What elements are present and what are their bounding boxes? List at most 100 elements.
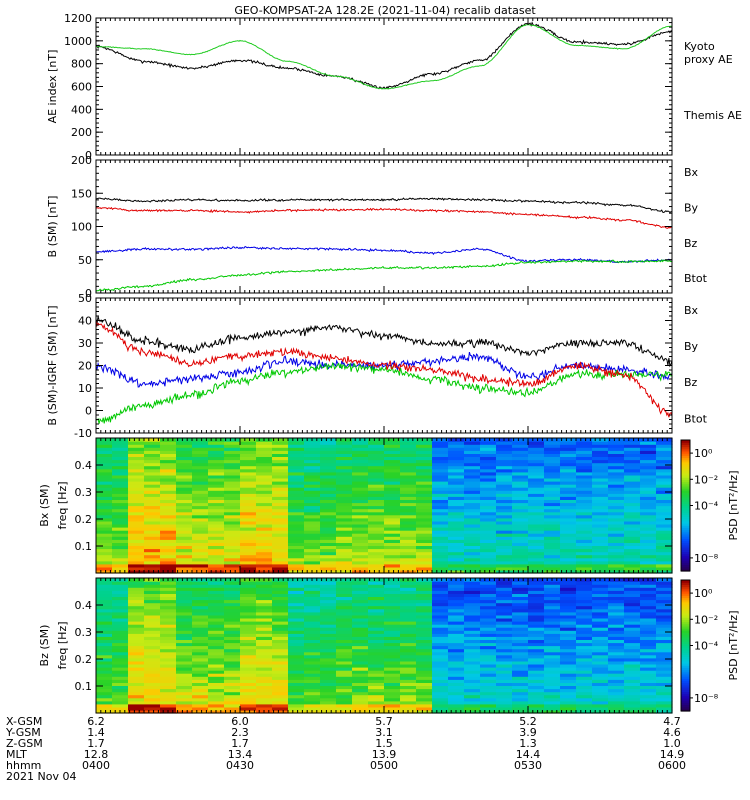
heatmap-cell xyxy=(272,679,289,683)
heatmap-cell xyxy=(544,627,561,631)
heatmap-cell xyxy=(384,533,401,537)
colorbar-segment xyxy=(681,518,690,522)
heatmap-cell xyxy=(416,706,433,711)
heatmap-cell xyxy=(224,459,241,464)
heatmap-cell xyxy=(336,627,353,631)
heatmap-cell xyxy=(432,542,449,546)
heatmap-cell xyxy=(352,697,369,702)
heatmap-cell xyxy=(128,496,145,500)
heatmap-cell xyxy=(256,614,273,619)
heatmap-cell xyxy=(496,477,513,482)
orbit-date: 2021 Nov 04 xyxy=(6,770,76,783)
heatmap-cell xyxy=(416,639,433,644)
heatmap-cell xyxy=(432,709,449,714)
heatmap-cell xyxy=(496,590,513,594)
heatmap-cell xyxy=(528,602,545,607)
heatmap-cell xyxy=(576,505,593,510)
heatmap-cell xyxy=(640,608,657,613)
heatmap-cell xyxy=(592,584,609,588)
heatmap-cell xyxy=(384,694,401,699)
heatmap-cell xyxy=(336,660,353,665)
orbit-value: 0600 xyxy=(658,759,686,772)
heatmap-cell xyxy=(256,563,273,568)
heatmap-cell xyxy=(320,493,337,497)
heatmap-cell xyxy=(160,496,177,500)
heatmap-cell xyxy=(368,621,385,625)
colorbar-tick-label: 10⁻⁸ xyxy=(694,692,719,705)
colorbar-tick-label: 10⁻⁴ xyxy=(694,640,719,653)
heatmap-cell xyxy=(544,548,561,553)
heatmap-cell xyxy=(240,694,257,699)
heatmap-cell xyxy=(608,578,625,582)
heatmap-cell xyxy=(160,499,177,504)
heatmap-cell xyxy=(304,493,321,497)
heatmap-cell xyxy=(640,621,657,625)
heatmap-cell xyxy=(320,548,337,553)
heatmap-cell xyxy=(192,627,209,631)
heatmap-cell xyxy=(144,691,161,696)
heatmap-cell xyxy=(528,627,545,631)
heatmap-cell xyxy=(528,639,545,644)
heatmap-cell xyxy=(528,645,545,650)
heatmap-cell xyxy=(608,502,625,507)
heatmap-cell xyxy=(560,657,577,662)
heatmap-cell xyxy=(160,539,177,543)
heatmap-cell xyxy=(480,468,497,473)
heatmap-cell xyxy=(176,590,193,594)
heatmap-cell xyxy=(448,584,465,588)
heatmap-cell xyxy=(448,636,465,640)
heatmap-cell xyxy=(160,691,177,696)
heatmap-cell xyxy=(240,706,257,711)
heatmap-cell xyxy=(336,456,353,461)
colorbar-segment xyxy=(681,656,690,660)
heatmap-cell xyxy=(656,551,673,556)
heatmap-cell xyxy=(112,700,129,705)
heatmap-cell xyxy=(416,554,433,559)
heatmap-cell xyxy=(256,554,273,559)
heatmap-cell xyxy=(528,663,545,668)
heatmap-cell xyxy=(320,639,337,644)
heatmap-cell xyxy=(576,617,593,622)
heatmap-cell xyxy=(416,548,433,553)
heatmap-cell xyxy=(416,691,433,696)
heatmap-cell xyxy=(624,502,641,507)
heatmap-cell xyxy=(368,587,385,591)
heatmap-cell xyxy=(448,542,465,546)
heatmap-cell xyxy=(656,639,673,644)
heatmap-cell xyxy=(480,593,497,597)
heatmap-cell xyxy=(112,468,129,473)
heatmap-cell xyxy=(528,450,545,454)
heatmap-cell xyxy=(352,453,369,457)
heatmap-cell xyxy=(144,536,161,540)
heatmap-cell xyxy=(160,636,177,640)
colorbar-segment xyxy=(681,477,690,480)
heatmap-cell xyxy=(192,645,209,650)
heatmap-cell xyxy=(496,676,513,680)
heatmap-cell xyxy=(496,536,513,540)
heatmap-cell xyxy=(304,514,321,519)
heatmap-cell xyxy=(240,673,257,677)
heatmap-cell xyxy=(448,587,465,591)
heatmap-cell xyxy=(624,624,641,628)
heatmap-cell xyxy=(224,697,241,702)
heatmap-cell xyxy=(592,548,609,553)
heatmap-cell xyxy=(528,617,545,622)
heatmap-cell xyxy=(112,517,129,522)
heatmap-cell xyxy=(256,444,273,448)
heatmap-cell xyxy=(624,584,641,588)
heatmap-cell xyxy=(384,569,401,574)
heatmap-cell xyxy=(400,499,417,504)
colorbar-segment xyxy=(681,619,690,623)
colorbar-segment xyxy=(681,702,690,706)
heatmap-cell xyxy=(608,496,625,500)
heatmap-cell xyxy=(272,709,289,714)
heatmap-cell xyxy=(176,630,193,634)
heatmap-cell xyxy=(192,670,209,674)
heatmap-cell xyxy=(272,459,289,464)
colorbar-segment xyxy=(681,555,690,559)
heatmap-cell xyxy=(144,523,161,528)
heatmap-cell xyxy=(336,605,353,610)
heatmap-cell xyxy=(608,685,625,690)
heatmap-cell xyxy=(112,508,129,513)
heatmap-cell xyxy=(608,691,625,696)
